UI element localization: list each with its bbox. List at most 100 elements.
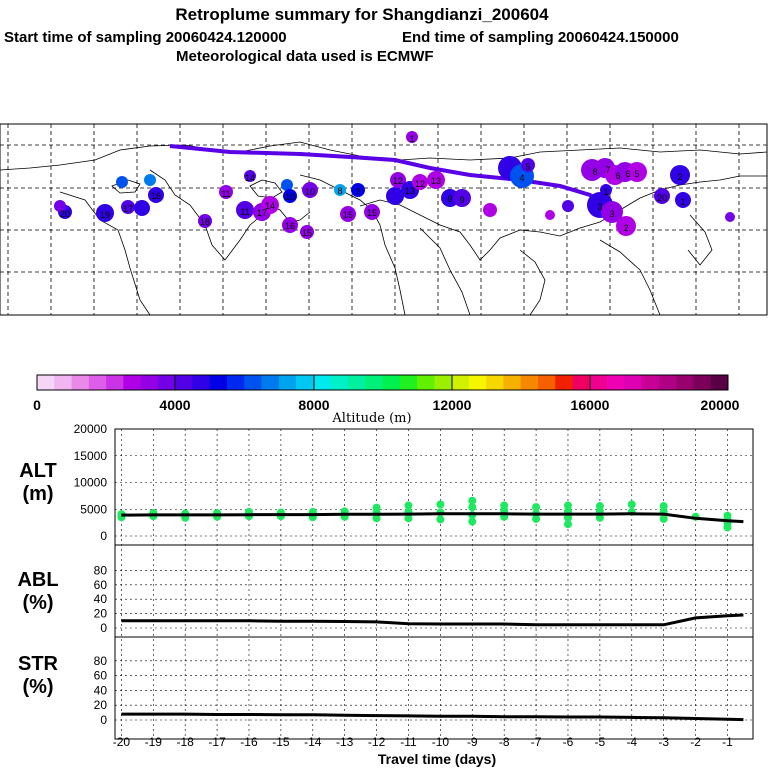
map-marker-21	[351, 183, 365, 197]
abl-panel-unit: (%)	[22, 592, 53, 614]
xtick-8: -12	[368, 735, 386, 749]
map-marker-label-33: 3	[609, 209, 614, 219]
colorbar-tick-0: 0	[33, 397, 41, 413]
colorbar-cell-37	[676, 375, 694, 390]
colorbar-cells	[37, 375, 729, 390]
xtick-6: -14	[304, 735, 322, 749]
colorbar-cell-38	[693, 375, 712, 390]
xtick-13: -7	[531, 735, 542, 749]
map-marker-label-0: 20	[60, 209, 70, 219]
colorbar-cell-29	[537, 375, 556, 390]
colorbar-tick-1: 4000	[159, 397, 190, 413]
colorbar-cell-7	[157, 375, 176, 390]
xtick-1: -19	[145, 735, 163, 749]
colorbar-cell-28	[520, 375, 539, 390]
str-line	[121, 712, 744, 722]
map-marker-label-37: 1	[409, 134, 414, 144]
colorbar-cell-9	[192, 375, 211, 390]
ytick-0-3: 15000	[74, 449, 108, 463]
map-marker-49	[600, 184, 612, 196]
ytick-1-3: 60	[94, 578, 108, 592]
map-marker-label-22: 9	[459, 195, 464, 205]
ytick-1-0: 0	[100, 621, 107, 635]
start-time-label: Start time of sampling 20060424.120000	[4, 29, 287, 46]
xtick-10: -10	[432, 735, 450, 749]
alt-point-36	[563, 513, 572, 522]
colorbar-cell-14	[278, 375, 297, 390]
colorbar-cell-22	[417, 375, 435, 390]
map-marker-4	[121, 200, 135, 214]
end-time-label: End time of sampling 20060424.150000	[402, 29, 679, 46]
alt-point-24	[436, 500, 445, 509]
xtick-17: -3	[658, 735, 669, 749]
map-coastlines	[0, 141, 768, 316]
x-axis-label: Travel time (days)	[378, 751, 496, 767]
map-marker-label-12: 14	[245, 173, 255, 183]
map-marker-24	[390, 172, 406, 188]
map-marker-label-15: 12	[393, 176, 403, 186]
ytick-2-1: 20	[94, 698, 108, 712]
map-marker-label-28: 6	[625, 169, 630, 179]
colorbar-cell-8	[175, 375, 193, 390]
map-marker-15	[283, 189, 297, 203]
map-marker-1	[54, 200, 66, 212]
map-marker-label-26: 7	[605, 165, 610, 175]
map-marker-45	[675, 192, 691, 208]
alt-point-46	[659, 502, 668, 511]
map-marker-label-32: 3	[597, 202, 602, 212]
alt-point-44	[659, 514, 668, 523]
alt-point-31	[500, 501, 509, 510]
map-marker-3	[116, 176, 128, 188]
ytick-0-0: 0	[100, 529, 107, 543]
map-marker-label-31: 4	[519, 173, 524, 183]
map-marker-2	[96, 204, 114, 222]
map-marker-label-10: 15	[367, 208, 377, 218]
map-marker-label-19: 10	[285, 192, 295, 202]
colorbar-cell-1	[54, 375, 72, 390]
colorbar-cell-6	[140, 375, 159, 390]
alt-point-27	[468, 503, 477, 512]
map-marker-label-13: 13	[405, 186, 415, 196]
xtick-18: -2	[690, 735, 701, 749]
colorbar-tick-5: 20000	[701, 397, 740, 413]
colorbar-cell-4	[106, 375, 124, 390]
map-marker-label-29: 5	[525, 162, 530, 172]
xtick-19: -1	[722, 735, 733, 749]
colorbar-tick-3: 12000	[433, 397, 472, 413]
map-marker-27	[412, 174, 428, 190]
alt-panel-unit: (m)	[22, 483, 53, 505]
alt-point-16	[372, 514, 381, 523]
colorbar-cell-39	[710, 375, 729, 390]
colorbar-cell-26	[486, 375, 504, 390]
map-marker-16	[282, 217, 298, 233]
alt-point-19	[404, 514, 413, 523]
map-marker-6	[144, 174, 156, 186]
xtick-3: -17	[208, 735, 226, 749]
alt-point-21	[404, 501, 413, 510]
map-marker-8	[198, 214, 212, 228]
map-marker-44	[670, 165, 690, 185]
map-marker-label-9: 15	[302, 228, 312, 238]
ytick-1-2: 40	[94, 592, 108, 606]
map-marker-9	[219, 185, 233, 199]
xtick-11: -9	[467, 735, 478, 749]
map-marker-label-14: 13	[431, 176, 441, 186]
map-marker-5	[134, 200, 150, 216]
ytick-2-3: 60	[94, 669, 108, 683]
map-marker-label-18: 11	[240, 207, 249, 217]
map-marker-31	[483, 203, 497, 217]
colorbar-cell-27	[503, 375, 521, 390]
colorbar-cell-15	[296, 375, 314, 390]
colorbar-cell-16	[313, 375, 331, 390]
map-marker-label-3: 18	[200, 217, 210, 227]
alt-point-28	[468, 496, 477, 505]
map-marker-label-16: 12	[415, 179, 425, 189]
colorbar-cell-34	[624, 375, 642, 390]
xtick-2: -18	[177, 735, 195, 749]
abl-panel-name: ABL	[17, 569, 58, 591]
ytick-2-4: 80	[94, 654, 108, 668]
map-marker-label-27: 6	[615, 171, 620, 181]
colorbar-cell-19	[365, 375, 383, 390]
